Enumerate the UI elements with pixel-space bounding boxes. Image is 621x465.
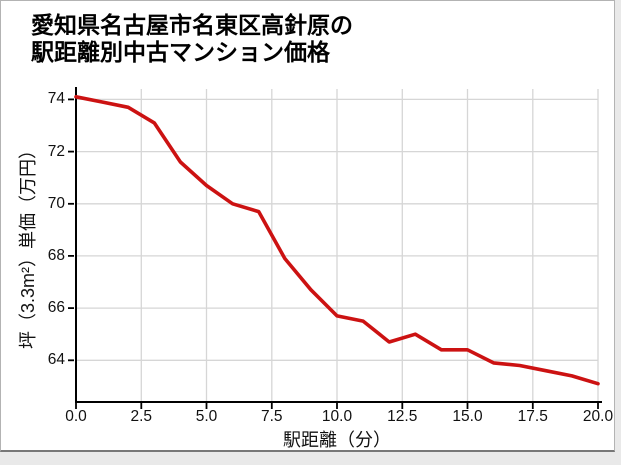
y-tick-label: 64 — [47, 351, 65, 369]
gridlines — [76, 89, 599, 402]
price-line — [74, 95, 600, 386]
line-chart — [68, 87, 602, 409]
y-axis-label: 坪（3.3m²）単価（万円） — [18, 140, 38, 350]
x-tick-label: 10.0 — [321, 408, 353, 425]
x-tick-label: 5.0 — [195, 408, 218, 425]
chart-title-line2: 駅距離別中古マンション価格 — [31, 39, 330, 65]
x-tick-label: 7.5 — [260, 408, 283, 425]
chart-title: 愛知県名古屋市名東区高針原の 駅距離別中古マンション価格 — [31, 12, 353, 66]
x-tick-label: 2.5 — [130, 408, 153, 425]
x-tick-label: 0.0 — [65, 408, 87, 425]
x-tick-label: 15.0 — [452, 408, 483, 425]
x-tick-label: 17.5 — [517, 408, 548, 425]
y-tick-label: 68 — [47, 246, 65, 264]
chart-title-line1: 愛知県名古屋市名東区高針原の — [31, 12, 353, 38]
x-tick-label: 20.0 — [582, 408, 614, 425]
y-tick-label: 74 — [47, 90, 65, 108]
chart-card: 愛知県名古屋市名東区高針原の 駅距離別中古マンション価格 64 66 68 70 72 7… — [0, 0, 615, 452]
plot-area — [68, 87, 602, 409]
x-axis-label: 駅距離（分） — [283, 430, 391, 450]
y-tick-label: 72 — [47, 142, 65, 160]
y-tick-label: 66 — [47, 299, 65, 317]
y-tick-label: 70 — [47, 194, 65, 212]
x-tick-label: 12.5 — [387, 408, 418, 425]
axes — [68, 87, 602, 409]
